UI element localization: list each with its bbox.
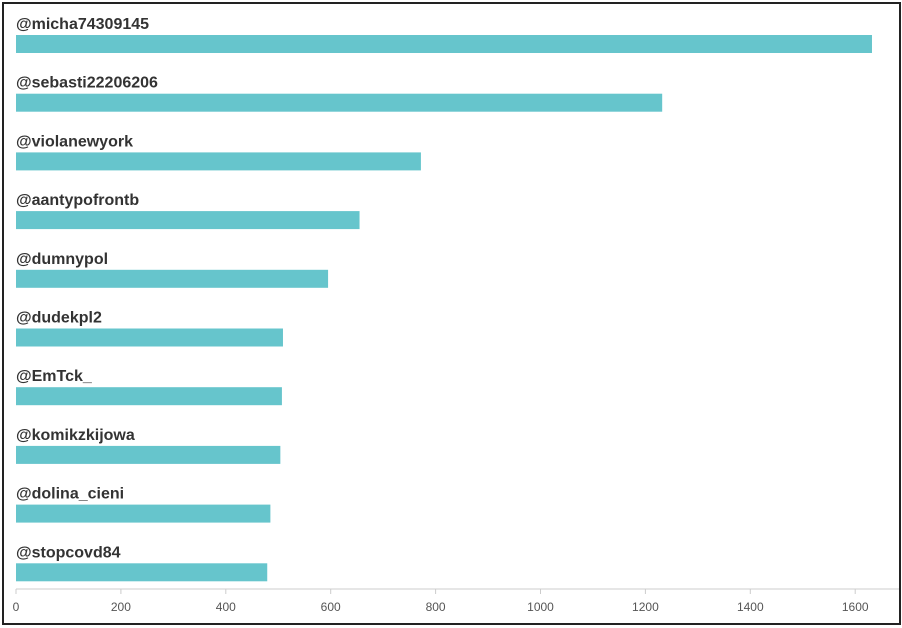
bar-1[interactable] [16,93,663,112]
x-axis: 0 200 400 600 800 1000 1200 1400 1600 [13,588,899,614]
category-label: @dumnypol [16,251,108,268]
bar-3[interactable] [16,211,360,230]
bar-0[interactable] [16,35,872,53]
category-label: @komikzkijowa [16,427,135,444]
category-label: @violanewyork [16,133,133,150]
bar-7[interactable] [16,445,281,464]
x-tick-label: 0 [13,600,20,614]
category-label: @dolina_cieni [16,486,124,503]
bar-6[interactable] [16,387,282,406]
category-label: @dudekpl2 [16,310,102,327]
bars-group [16,35,872,582]
category-label: @EmTck_ [16,368,93,385]
bar-5[interactable] [16,328,283,347]
bar-4[interactable] [16,269,329,288]
bar-9[interactable] [16,563,268,582]
x-tick-label: 1400 [737,600,764,614]
x-tick-label: 1000 [527,600,554,614]
category-label: @micha74309145 [16,16,149,33]
category-label: @sebasti22206206 [16,75,158,92]
category-labels-group: @micha74309145 @sebasti22206206 @violanewy… [16,16,158,561]
bar-8[interactable] [16,504,271,523]
x-tick-label: 400 [216,600,236,614]
x-tick-label: 200 [111,600,131,614]
bar-chart: @micha74309145 @sebasti22206206 @violanewy… [13,16,899,614]
category-label: @aantypofrontb [16,192,139,209]
bar-2[interactable] [16,152,421,171]
x-tick-label: 1200 [632,600,659,614]
x-tick-label: 600 [321,600,341,614]
x-tick-label: 800 [426,600,446,614]
category-label: @stopcovd84 [16,544,121,561]
x-tick-label: 1600 [842,600,869,614]
